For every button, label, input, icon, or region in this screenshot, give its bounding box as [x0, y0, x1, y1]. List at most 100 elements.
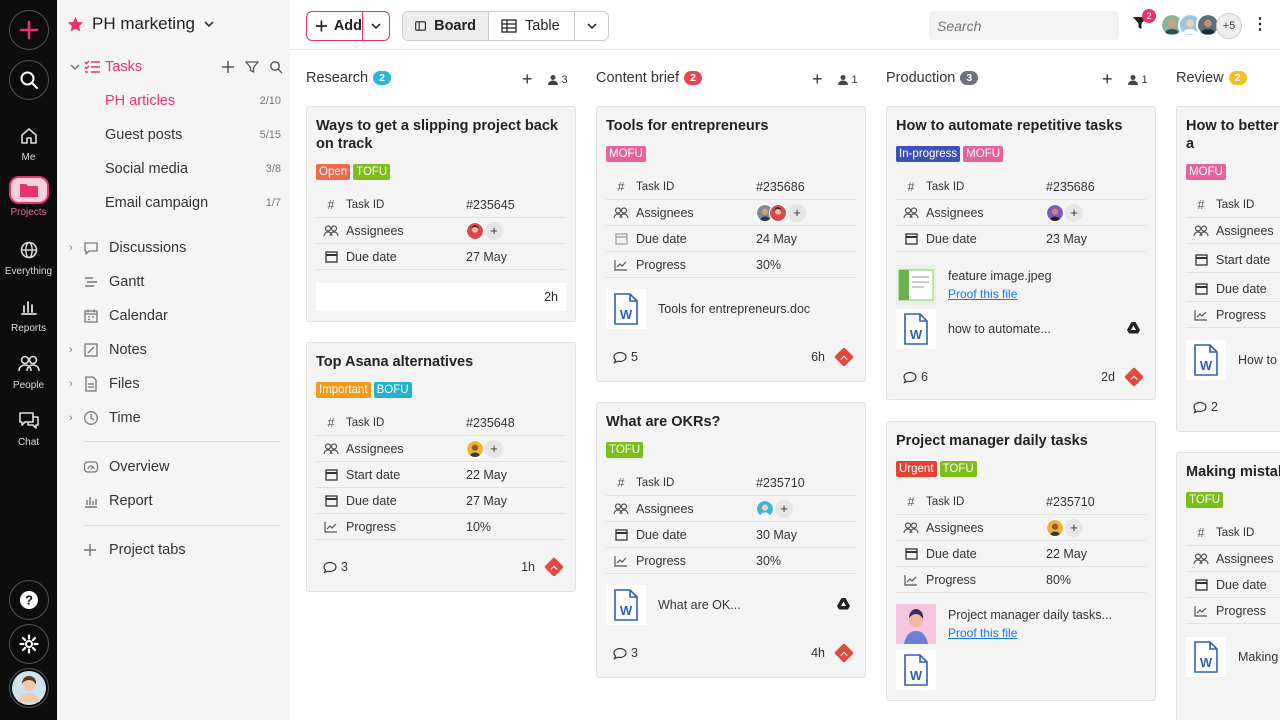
tasklist-email-campaign[interactable]: Email campaign 1/7: [105, 195, 281, 211]
field-assignees[interactable]: Assignees: [1186, 546, 1280, 572]
time-logged[interactable]: 2h: [316, 283, 566, 311]
add-assignee-button[interactable]: +: [1065, 518, 1083, 537]
attachment[interactable]: W Tools for entrepreneurs.doc: [606, 289, 856, 329]
sidebar-item-report[interactable]: Report: [69, 493, 283, 509]
comments[interactable]: 3: [323, 560, 348, 574]
field-due-date[interactable]: Due date 22 May: [896, 541, 1146, 567]
field-due-date[interactable]: Due date 30 May: [606, 522, 856, 548]
sidebar-item-discussions[interactable]: › Discussions: [69, 240, 283, 256]
tag[interactable]: Important: [316, 382, 371, 398]
tag[interactable]: Open: [316, 164, 351, 180]
rail-item-reports[interactable]: Reports: [0, 294, 57, 334]
project-switcher[interactable]: PH marketing: [67, 14, 215, 34]
add-assignee-button[interactable]: +: [788, 203, 806, 222]
field-due-date[interactable]: Due date: [1186, 572, 1280, 598]
search-icon[interactable]: [269, 60, 283, 74]
help-button[interactable]: ?: [9, 580, 49, 620]
rail-item-projects[interactable]: Projects: [0, 176, 57, 218]
field-progress[interactable]: Progress: [1186, 302, 1280, 328]
board-view-button[interactable]: Board: [403, 12, 489, 40]
search-input[interactable]: [929, 11, 1119, 40]
comments[interactable]: 3: [613, 646, 638, 660]
task-card[interactable]: Ways to get a slipping project back on t…: [306, 106, 576, 322]
priority-icon[interactable]: [834, 347, 854, 367]
filter-icon[interactable]: [245, 60, 259, 74]
field-due-date[interactable]: Due date 27 May: [316, 488, 566, 514]
add-dropdown[interactable]: [363, 20, 389, 32]
column-followers[interactable]: 1: [837, 74, 858, 86]
field-progress[interactable]: Progress 30%: [606, 252, 856, 278]
task-card[interactable]: Top Asana alternatives Important BOFU # …: [306, 342, 576, 592]
add-assignee-button[interactable]: +: [485, 221, 503, 240]
proof-file-link[interactable]: Proof this file: [948, 626, 1018, 640]
task-title[interactable]: Tools for entrepreneurs: [606, 118, 769, 134]
field-due-date[interactable]: Due date 24 May: [606, 226, 856, 252]
priority-icon[interactable]: [1124, 367, 1144, 387]
field-assignees[interactable]: Assignees +: [606, 200, 856, 226]
tasklist-guest-posts[interactable]: Guest posts 5/15: [105, 127, 281, 143]
task-title[interactable]: How to automate repetitive tasks: [896, 118, 1123, 134]
task-card[interactable]: Tools for entrepreneurs MOFU # Task ID #…: [596, 106, 866, 382]
add-task-button[interactable]: +: [522, 69, 533, 89]
more-views-button[interactable]: [575, 12, 608, 40]
add-tasklist-icon[interactable]: [221, 60, 235, 74]
field-assignees[interactable]: Assignees +: [896, 515, 1146, 541]
project-tabs-button[interactable]: Project tabs: [69, 542, 283, 558]
tag[interactable]: TOFU: [939, 461, 977, 477]
create-button[interactable]: [9, 10, 49, 50]
task-title[interactable]: How to better h deadlines as a: [1186, 118, 1280, 152]
sidebar-item-tasks[interactable]: Tasks: [69, 56, 283, 78]
task-card[interactable]: How to better h deadlines as a MOFU # Ta…: [1176, 106, 1280, 432]
tag[interactable]: MOFU: [606, 146, 646, 162]
task-card[interactable]: Making mistake TOFU # Task ID Assignees …: [1176, 452, 1280, 720]
add-task-button[interactable]: +: [812, 69, 823, 89]
more-options-icon[interactable]: ⋮: [1252, 16, 1268, 33]
tasklist-ph-articles[interactable]: PH articles 2/10: [105, 93, 281, 109]
sidebar-item-time[interactable]: › Time: [69, 410, 283, 426]
task-title[interactable]: Project manager daily tasks: [896, 433, 1088, 449]
comments[interactable]: 6: [903, 370, 928, 384]
tag[interactable]: Urgent: [896, 461, 937, 477]
field-progress[interactable]: Progress 80%: [896, 567, 1146, 593]
attachment[interactable]: W: [896, 650, 1146, 690]
sidebar-item-gantt[interactable]: Gantt: [69, 274, 283, 290]
field-start-date[interactable]: Start date 22 May: [316, 462, 566, 488]
field-assignees[interactable]: Assignees: [1186, 218, 1280, 244]
priority-icon[interactable]: [544, 557, 564, 577]
comments[interactable]: 2: [1193, 400, 1218, 414]
tag[interactable]: TOFU: [353, 164, 391, 180]
task-title[interactable]: Making mistake: [1186, 464, 1280, 480]
field-assignees[interactable]: Assignees +: [316, 218, 566, 244]
column-followers[interactable]: 1: [1127, 74, 1148, 86]
task-card[interactable]: What are OKRs? TOFU # Task ID #235710 As…: [596, 402, 866, 678]
add-assignee-button[interactable]: +: [1065, 203, 1083, 222]
attachment[interactable]: Project manager daily tasks... Proof thi…: [896, 604, 1146, 644]
attachment[interactable]: W how to automate...: [896, 309, 1146, 349]
field-assignees[interactable]: Assignees +: [606, 496, 856, 522]
rail-item-chat[interactable]: Chat: [0, 408, 57, 448]
tag[interactable]: BOFU: [373, 382, 412, 398]
project-members[interactable]: +5: [1160, 13, 1242, 39]
task-title[interactable]: Ways to get a slipping project back on t…: [316, 118, 558, 152]
task-title[interactable]: Top Asana alternatives: [316, 354, 474, 370]
tag[interactable]: In-progress: [896, 146, 961, 162]
tasklist-social-media[interactable]: Social media 3/8: [105, 161, 281, 177]
table-view-button[interactable]: Table: [489, 12, 575, 40]
field-progress[interactable]: Progress 30%: [606, 548, 856, 574]
field-progress[interactable]: Progress: [1186, 598, 1280, 624]
field-assignees[interactable]: Assignees +: [316, 436, 566, 462]
sidebar-item-notes[interactable]: › Notes: [69, 342, 283, 358]
rail-item-people[interactable]: People: [0, 351, 57, 391]
field-due-date[interactable]: Due date: [1186, 276, 1280, 302]
tag[interactable]: MOFU: [963, 146, 1004, 162]
priority-icon[interactable]: [834, 643, 854, 663]
tag[interactable]: TOFU: [1186, 492, 1224, 508]
task-card[interactable]: How to automate repetitive tasks In-prog…: [886, 106, 1156, 400]
field-due-date[interactable]: Due date 23 May: [896, 226, 1146, 252]
add-button[interactable]: Add: [306, 11, 390, 41]
rail-item-me[interactable]: Me: [0, 123, 57, 163]
proof-file-link[interactable]: Proof this file: [948, 287, 1018, 301]
user-avatar-button[interactable]: [9, 668, 49, 708]
global-search-button[interactable]: [9, 60, 49, 100]
settings-button[interactable]: [9, 624, 49, 664]
